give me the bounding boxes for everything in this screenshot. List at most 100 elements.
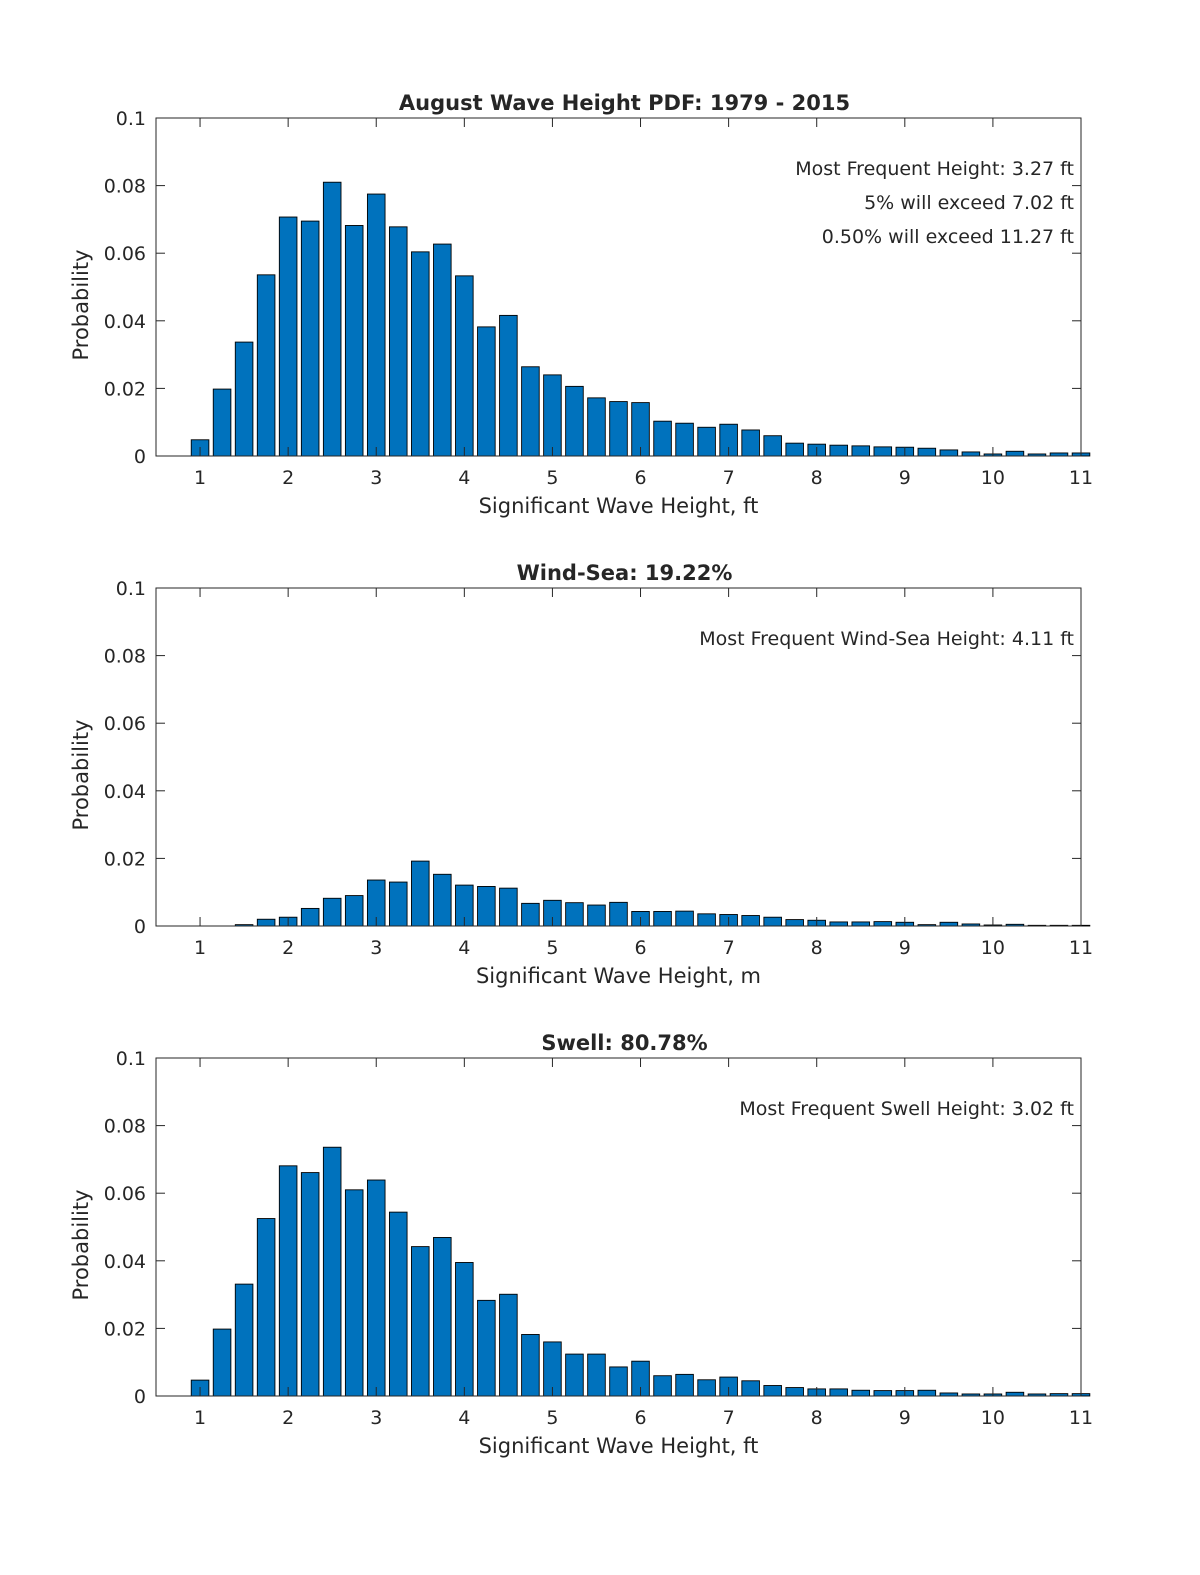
bar — [366, 1179, 386, 1397]
bar — [829, 921, 848, 927]
subplot-2: 1 2 3 4 5 6 7 8 9 10 11 0 0.02 0.04 0.06 0.08 0.1 Wind-Se… — [69, 561, 1093, 988]
y-axis-label: Probability — [69, 249, 93, 360]
x-tick-label: 2 — [282, 467, 294, 489]
bar — [278, 216, 298, 457]
bar — [587, 904, 606, 927]
x-tick-label: 2 — [282, 937, 294, 959]
bar — [785, 919, 804, 927]
bar — [939, 921, 959, 927]
y-tick-label: 0.1 — [116, 108, 146, 130]
bar — [477, 1299, 496, 1397]
x-tick-label: 10 — [981, 467, 1005, 489]
bar — [344, 225, 364, 457]
bar — [675, 910, 694, 927]
bar — [477, 886, 496, 927]
bar — [565, 1353, 584, 1397]
bar — [741, 1380, 760, 1397]
x-tick-label: 7 — [723, 1407, 735, 1429]
chart-title: Swell: 80.78% — [541, 1031, 707, 1055]
x-tick-label: 11 — [1069, 467, 1093, 489]
bar — [697, 426, 716, 457]
bar — [829, 444, 848, 457]
bar — [477, 326, 496, 457]
annotation: Most Frequent Swell Height: 3.02 ft — [739, 1098, 1074, 1120]
subplot-1: 1 2 3 4 5 6 7 8 9 10 11 0 0.02 0.04 0.06 0.08 0.1 August … — [69, 91, 1093, 518]
bar — [609, 901, 628, 927]
bar — [344, 1189, 364, 1397]
x-tick-label: 3 — [370, 937, 382, 959]
bar — [873, 446, 893, 457]
annotation: Most Frequent Wind-Sea Height: 4.11 ft — [699, 628, 1074, 650]
bar — [851, 1389, 871, 1397]
bar — [521, 902, 540, 927]
x-tick-label: 7 — [723, 937, 735, 959]
x-tick-label: 10 — [981, 1407, 1005, 1429]
x-tick-label: 2 — [282, 1407, 294, 1429]
bar — [411, 1246, 430, 1397]
y-tick-label: 0.04 — [104, 311, 146, 333]
bar — [256, 1218, 276, 1397]
bar — [741, 915, 760, 927]
bar — [212, 1328, 232, 1397]
bar — [851, 921, 871, 927]
y-tick-label: 0.02 — [104, 848, 146, 870]
x-tick-label: 11 — [1069, 937, 1093, 959]
x-tick-label: 1 — [194, 1407, 206, 1429]
x-tick-label: 7 — [723, 467, 735, 489]
chart-title: Wind-Sea: 19.22% — [517, 561, 733, 585]
x-tick-label: 1 — [194, 467, 206, 489]
x-tick-label: 8 — [811, 937, 823, 959]
x-tick-label: 3 — [370, 467, 382, 489]
bar — [256, 918, 276, 927]
x-tick-label: 6 — [634, 1407, 646, 1429]
chart-title: August Wave Height PDF: 1979 - 2015 — [399, 91, 850, 115]
bar — [609, 1366, 628, 1397]
bar — [763, 435, 782, 457]
bar — [256, 274, 276, 457]
y-tick-label: 0.08 — [104, 646, 146, 668]
y-tick-label: 0.06 — [104, 243, 146, 265]
bar — [499, 887, 518, 927]
x-tick-label: 9 — [899, 467, 911, 489]
bar — [653, 420, 672, 457]
y-tick-label: 0.02 — [104, 378, 146, 400]
bar — [939, 449, 959, 457]
x-tick-label: 8 — [811, 1407, 823, 1429]
bar — [521, 1334, 540, 1397]
bar — [411, 251, 430, 457]
bar — [389, 226, 408, 457]
x-tick-label: 4 — [458, 937, 470, 959]
bar — [278, 1165, 298, 1397]
bar — [300, 907, 320, 927]
axes-box — [155, 587, 1082, 927]
bar — [609, 401, 628, 457]
bar — [322, 1146, 342, 1397]
x-tick-label: 1 — [194, 937, 206, 959]
bar — [653, 911, 672, 927]
x-axis-label: Significant Wave Height, m — [476, 964, 761, 988]
x-tick-label: 5 — [546, 1407, 558, 1429]
bar — [389, 881, 408, 927]
x-tick-label: 5 — [546, 467, 558, 489]
bar — [763, 1385, 782, 1397]
x-axis-label: Significant Wave Height, ft — [479, 1434, 759, 1458]
bar — [322, 181, 342, 457]
bar — [829, 1388, 848, 1397]
x-tick-label: 10 — [981, 937, 1005, 959]
bar — [1005, 450, 1025, 457]
x-axis-label: Significant Wave Height, ft — [479, 494, 759, 518]
bar — [366, 193, 386, 457]
y-tick-label: 0.1 — [116, 1048, 146, 1070]
y-tick-label: 0.04 — [104, 781, 146, 803]
bar — [697, 1379, 716, 1397]
bar — [917, 447, 937, 457]
y-tick-label: 0.02 — [104, 1318, 146, 1340]
bar — [212, 388, 232, 457]
y-tick-label: 0.04 — [104, 1251, 146, 1273]
bar — [455, 1262, 474, 1397]
bar — [653, 1375, 672, 1397]
y-tick-label: 0.08 — [104, 176, 146, 198]
y-axis-label: Probability — [69, 1189, 93, 1300]
bar — [521, 366, 540, 457]
